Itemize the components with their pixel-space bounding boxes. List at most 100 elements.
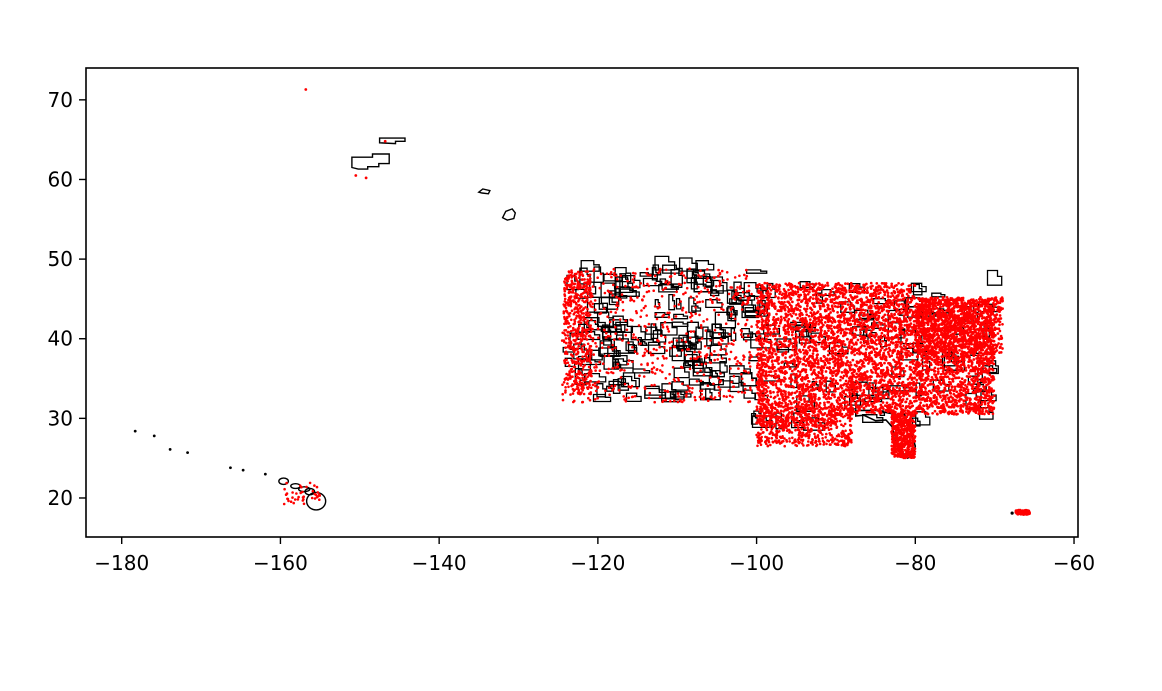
boundary-outline xyxy=(699,383,721,401)
data-point xyxy=(846,303,850,306)
data-point xyxy=(864,309,868,312)
data-point xyxy=(687,387,691,390)
data-point xyxy=(883,293,887,297)
data-point xyxy=(688,390,691,393)
data-point xyxy=(763,365,767,369)
data-point xyxy=(860,344,864,347)
data-point xyxy=(884,356,888,360)
boundary-outline xyxy=(614,266,632,283)
data-point xyxy=(832,366,835,370)
data-point xyxy=(707,346,710,350)
boundary-outline xyxy=(625,341,637,352)
data-point xyxy=(603,354,607,358)
data-point xyxy=(713,358,716,362)
boundary-outline xyxy=(690,276,698,290)
data-point xyxy=(649,274,652,277)
southeast-alaska-outline xyxy=(477,188,491,195)
data-point xyxy=(581,400,584,404)
data-point xyxy=(668,372,671,376)
boundary-outline xyxy=(711,370,718,378)
data-point xyxy=(735,362,738,366)
data-point xyxy=(595,365,598,369)
data-point xyxy=(824,284,827,287)
data-point xyxy=(733,317,737,321)
data-point xyxy=(763,323,767,327)
data-point xyxy=(863,344,866,348)
data-point xyxy=(575,387,579,391)
data-point xyxy=(647,290,651,293)
data-point xyxy=(986,382,990,386)
data-point xyxy=(792,291,795,295)
data-point xyxy=(789,361,793,365)
data-point xyxy=(670,318,674,321)
data-point xyxy=(855,372,859,376)
data-point xyxy=(756,325,759,329)
data-point xyxy=(648,391,652,395)
data-point xyxy=(901,354,904,358)
data-point xyxy=(635,386,639,390)
data-point xyxy=(679,300,682,303)
data-point xyxy=(940,399,944,402)
data-point xyxy=(905,288,909,291)
data-point xyxy=(801,333,805,337)
boundary-outline xyxy=(711,323,725,339)
data-point xyxy=(857,284,861,288)
data-point xyxy=(699,369,702,372)
data-point xyxy=(901,404,905,408)
data-point xyxy=(827,349,830,353)
data-point xyxy=(884,344,887,347)
data-point xyxy=(564,391,567,394)
data-point xyxy=(593,320,597,324)
boundary-outline xyxy=(673,313,689,320)
data-point xyxy=(865,288,869,292)
data-point xyxy=(584,330,587,333)
data-point xyxy=(985,391,989,395)
data-point xyxy=(566,315,569,319)
data-point xyxy=(829,289,833,293)
data-point xyxy=(718,272,722,276)
data-point xyxy=(787,310,790,314)
data-point xyxy=(882,396,886,400)
data-point xyxy=(633,394,637,398)
data-point xyxy=(910,368,913,372)
data-point xyxy=(734,288,738,292)
data-point xyxy=(696,371,699,375)
data-point xyxy=(580,278,584,281)
data-point xyxy=(777,356,781,359)
data-point xyxy=(581,378,585,382)
data-point xyxy=(868,309,872,313)
data-point xyxy=(951,404,954,408)
data-point xyxy=(789,297,793,300)
data-point xyxy=(834,348,837,351)
data-point xyxy=(621,300,625,304)
data-point xyxy=(577,328,580,331)
data-point xyxy=(720,269,724,273)
data-point xyxy=(565,276,569,280)
data-point xyxy=(581,337,585,341)
data-point xyxy=(899,405,902,409)
data-point xyxy=(571,392,575,395)
data-point xyxy=(769,283,772,287)
data-point xyxy=(574,275,577,278)
data-point xyxy=(874,381,878,385)
data-point xyxy=(844,388,848,391)
data-point xyxy=(803,355,807,358)
data-point xyxy=(663,287,667,290)
data-point xyxy=(672,345,676,348)
data-point xyxy=(578,286,582,290)
boundary-outline xyxy=(621,274,641,289)
data-point xyxy=(764,346,768,350)
data-point xyxy=(930,368,933,372)
data-point xyxy=(605,331,608,335)
data-point xyxy=(694,398,697,402)
data-point xyxy=(770,359,774,363)
data-point xyxy=(824,397,828,400)
data-point xyxy=(717,353,720,357)
data-point xyxy=(879,403,883,407)
data-point xyxy=(988,367,991,371)
data-point xyxy=(839,331,843,335)
boundary-outline xyxy=(661,383,677,399)
data-point xyxy=(802,290,805,294)
data-point xyxy=(822,304,826,308)
data-point xyxy=(921,343,925,347)
